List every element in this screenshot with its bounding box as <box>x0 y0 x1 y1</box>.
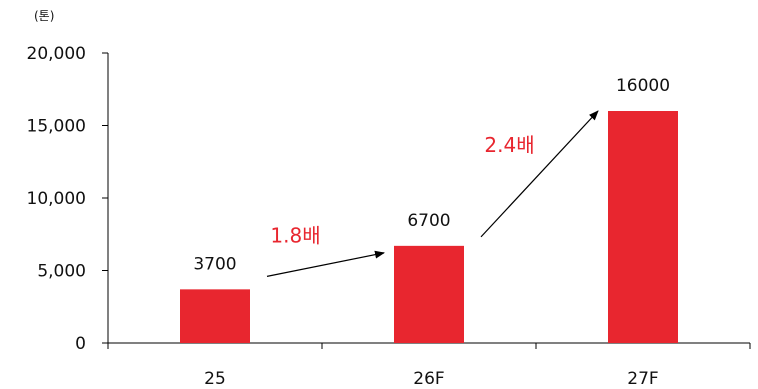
growth-label: 2.4배 <box>484 133 534 157</box>
x-tick-label: 26F <box>413 369 444 389</box>
growth-annotations: 1.8배 2.4배 <box>266 110 599 277</box>
bar <box>608 111 678 343</box>
growth-label: 1.8배 <box>270 224 320 248</box>
growth-arrow <box>480 110 599 238</box>
y-tick-label: 10,000 <box>27 189 86 209</box>
y-axis: 0 5,000 10,000 15,000 20,000 <box>27 44 109 354</box>
unit-label: (톤) <box>34 9 54 23</box>
bars <box>180 111 678 343</box>
y-tick-label: 0 <box>75 334 86 354</box>
y-tick-label: 20,000 <box>27 44 86 64</box>
x-tick-label: 27F <box>627 369 658 389</box>
data-label: 6700 <box>407 211 450 231</box>
data-labels: 3700 6700 16000 <box>193 76 670 274</box>
y-tick-label: 5,000 <box>37 262 86 282</box>
x-tick-label: 25 <box>204 369 226 389</box>
data-label: 16000 <box>616 76 670 96</box>
bar <box>180 289 250 343</box>
growth-arrow <box>266 250 385 277</box>
x-axis: 25 26F 27F <box>107 342 751 389</box>
data-label: 3700 <box>193 254 236 274</box>
y-tick-label: 15,000 <box>27 117 86 137</box>
bar <box>394 245 464 343</box>
